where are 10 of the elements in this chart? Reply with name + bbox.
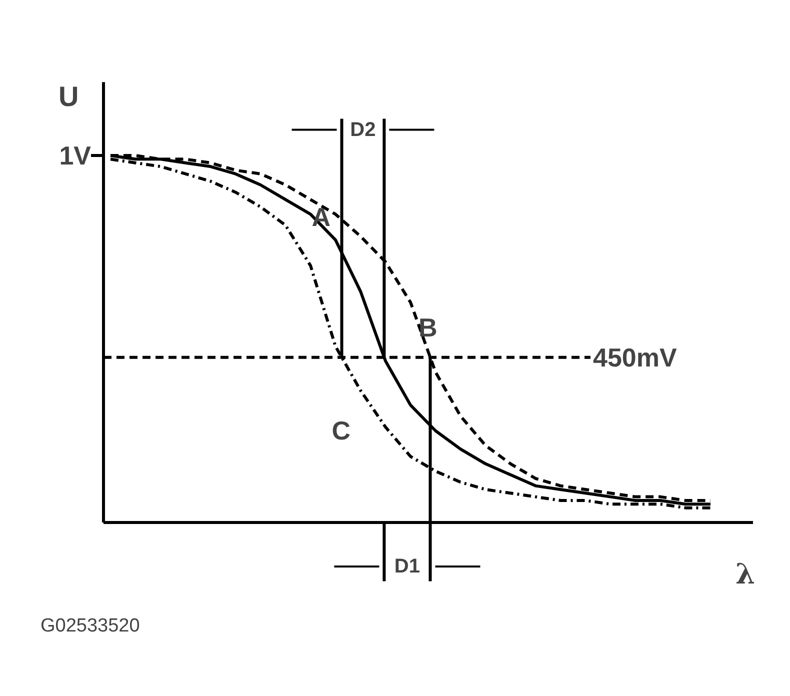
text: D2 — [350, 118, 376, 141]
text: D1 — [394, 556, 420, 578]
x-axis-title: λ — [736, 558, 756, 590]
y-axis-title: U — [58, 81, 79, 112]
text: 1V — [59, 140, 92, 170]
series-label: C — [332, 415, 351, 446]
ref-line-label: 450mV — [593, 342, 678, 372]
series-label: A — [312, 202, 331, 232]
text: G02533520 — [40, 616, 140, 636]
series-label: B — [418, 312, 438, 342]
